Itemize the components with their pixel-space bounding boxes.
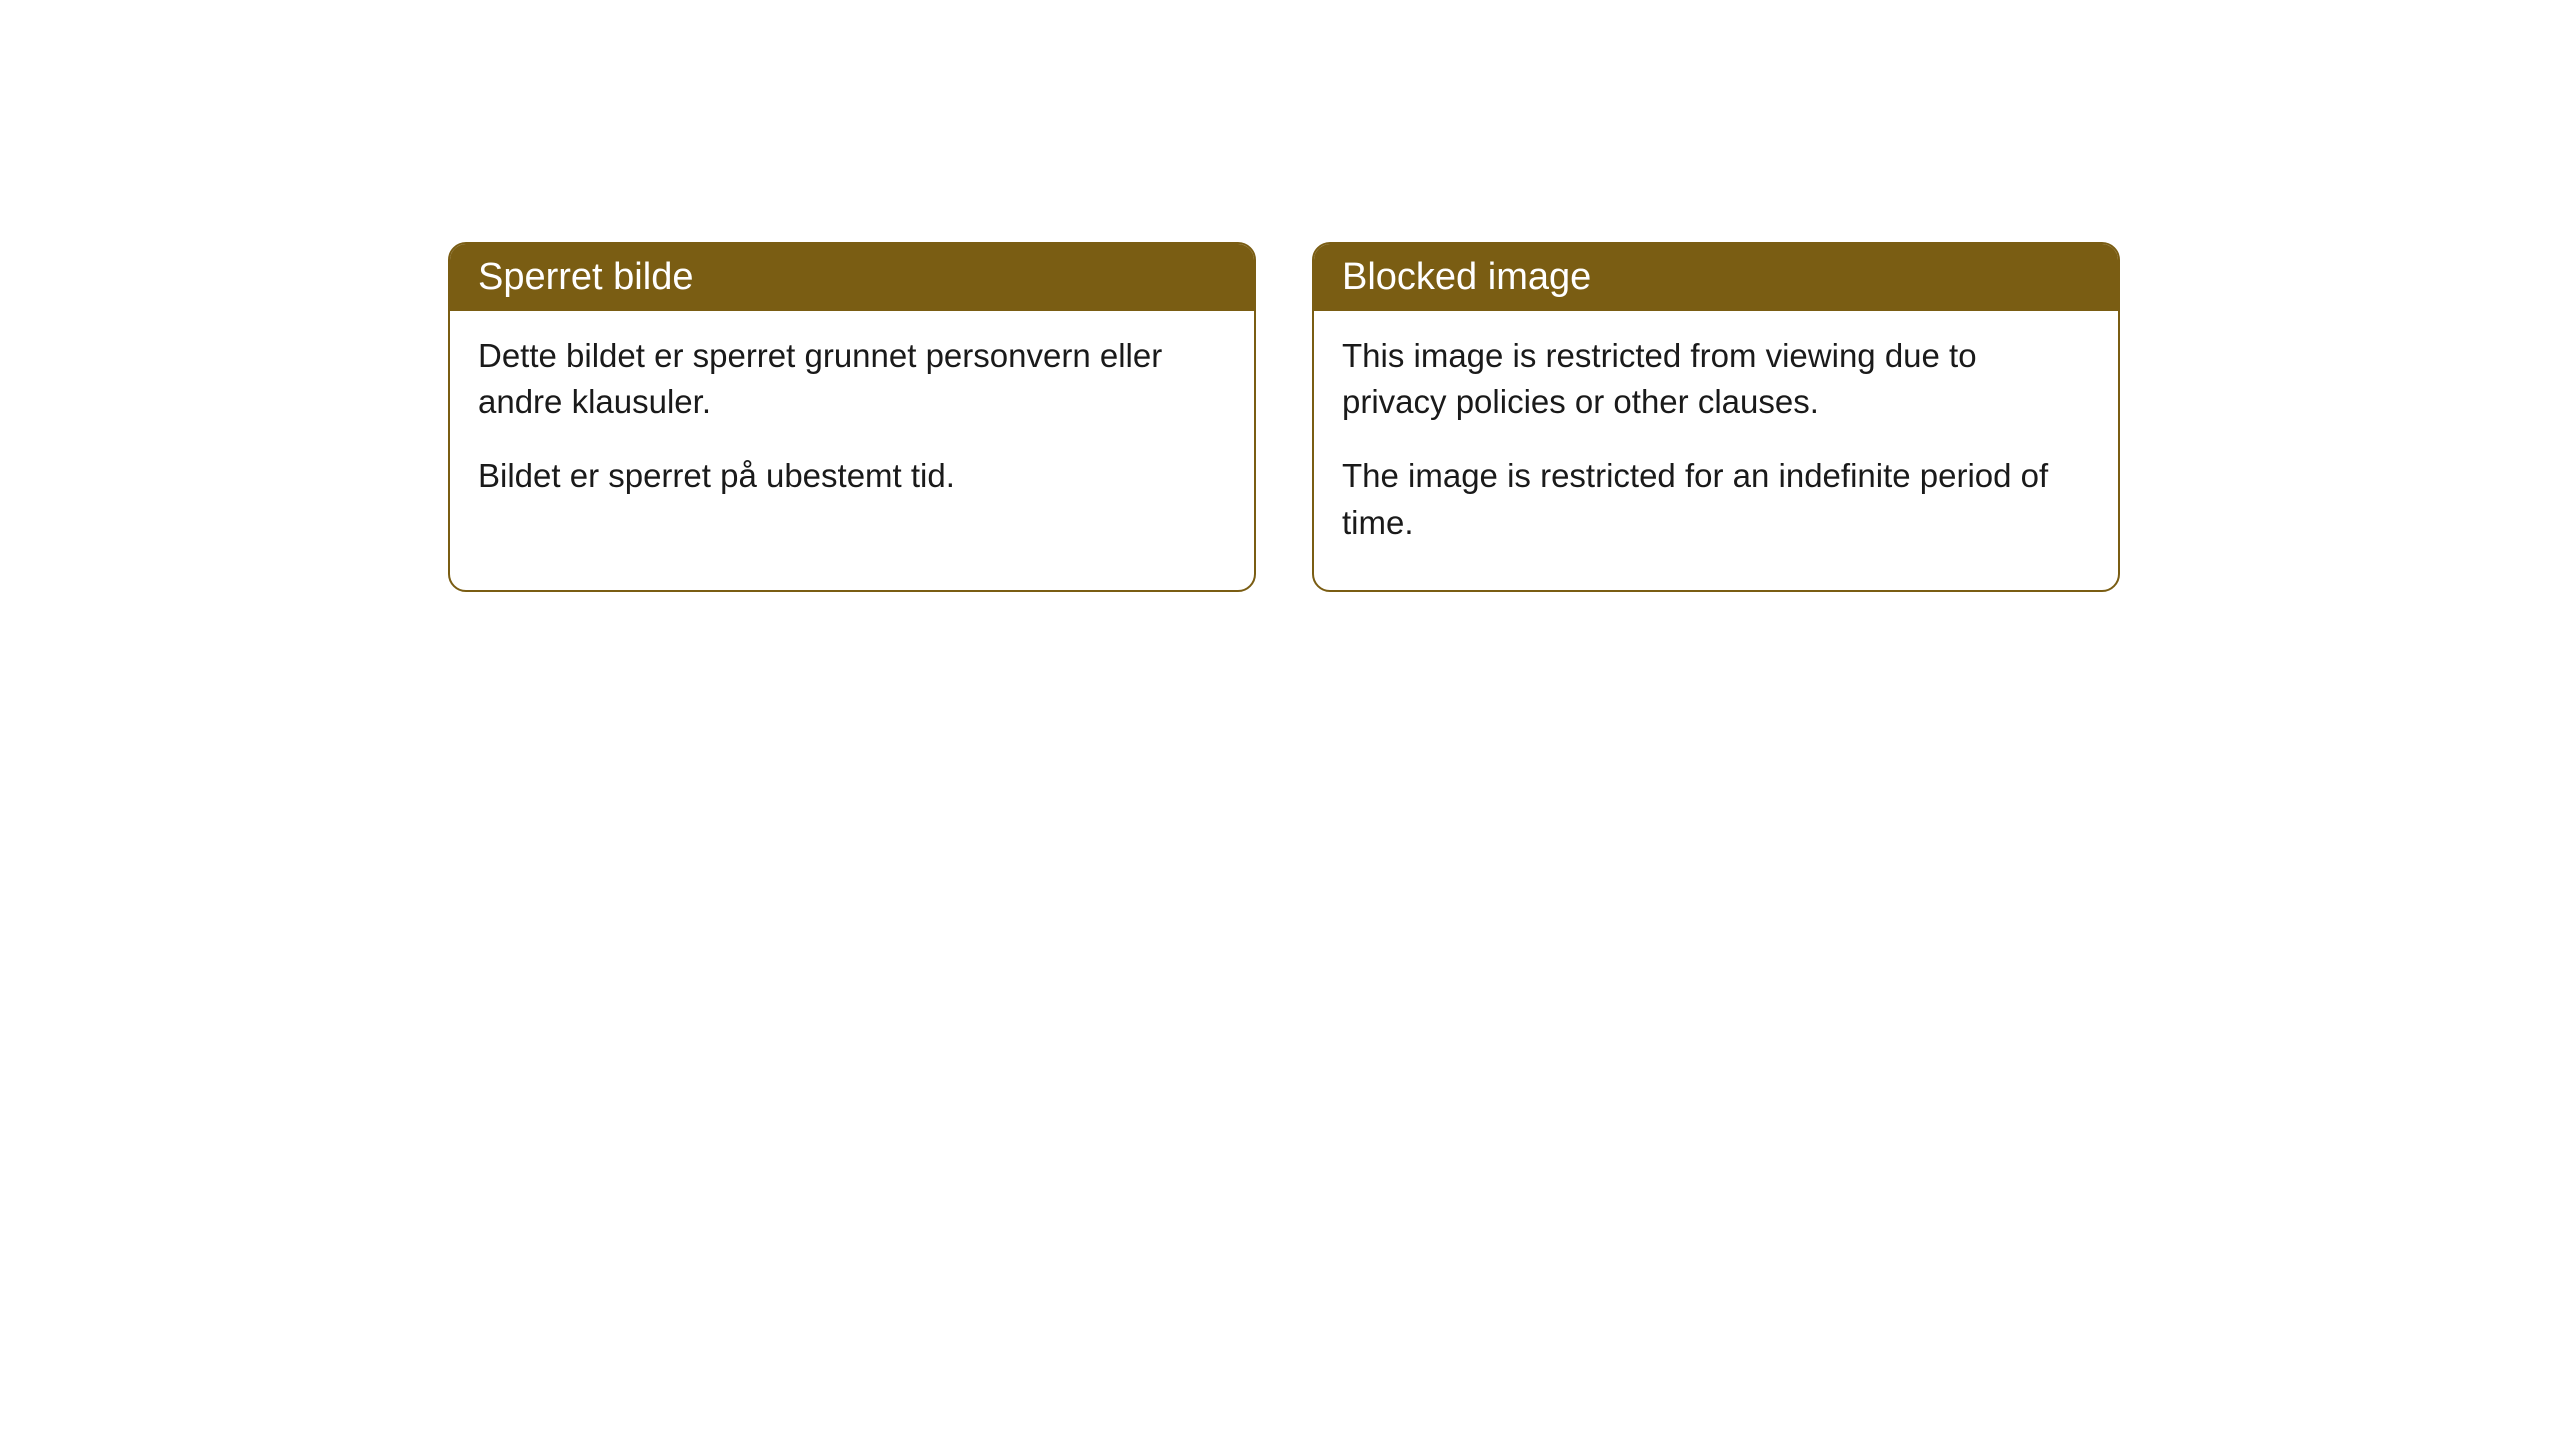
card-header: Blocked image [1314,244,2118,311]
notice-cards-container: Sperret bilde Dette bildet er sperret gr… [0,0,2560,592]
card-title: Blocked image [1342,256,1591,298]
card-paragraph-2: Bildet er sperret på ubestemt tid. [478,453,1226,499]
card-paragraph-2: The image is restricted for an indefinit… [1342,453,2090,545]
card-title: Sperret bilde [478,256,693,298]
card-paragraph-1: This image is restricted from viewing du… [1342,333,2090,425]
card-paragraph-1: Dette bildet er sperret grunnet personve… [478,333,1226,425]
blocked-image-card-english: Blocked image This image is restricted f… [1312,242,2120,592]
card-body: Dette bildet er sperret grunnet personve… [450,311,1254,544]
card-body: This image is restricted from viewing du… [1314,311,2118,590]
blocked-image-card-norwegian: Sperret bilde Dette bildet er sperret gr… [448,242,1256,592]
card-header: Sperret bilde [450,244,1254,311]
